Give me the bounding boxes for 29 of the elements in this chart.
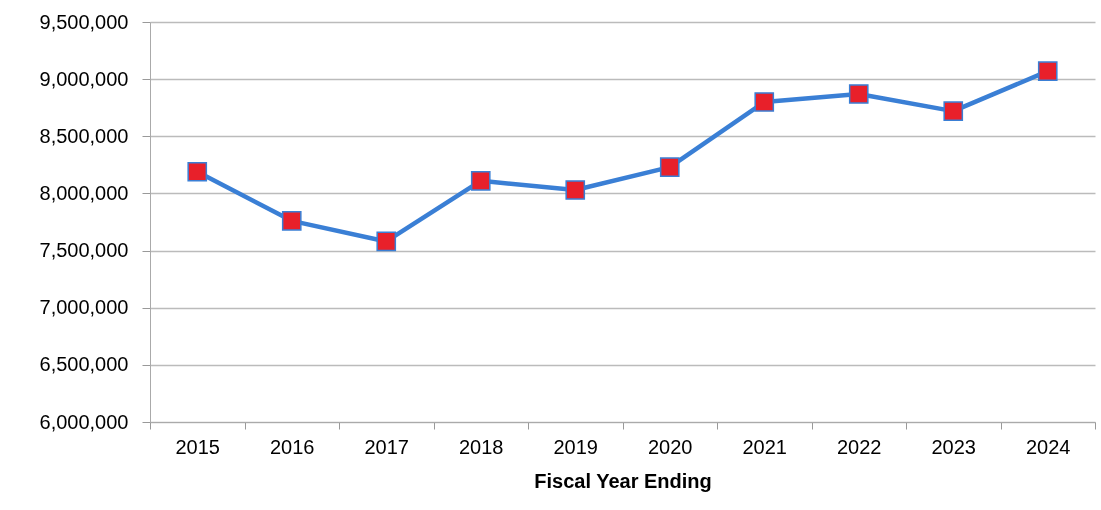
y-tick-label: 6,500,000 (39, 353, 129, 376)
x-tick-label: 2023 (931, 435, 976, 458)
point (943, 101, 964, 121)
point (754, 92, 775, 112)
point (848, 84, 869, 104)
point (376, 231, 397, 252)
x-tick-label: 2021 (742, 435, 787, 458)
x-tick-label: 2017 (364, 435, 409, 458)
y-tick-label: 7,000,000 (39, 296, 129, 319)
x-tick-label: 2024 (1026, 435, 1071, 458)
x-tick-label: 2022 (837, 435, 882, 458)
point (1037, 61, 1058, 81)
point (565, 180, 586, 200)
x-tick-label: 2016 (270, 435, 315, 458)
y-tick-label: 8,500,000 (39, 124, 129, 147)
y-tick-label: 7,500,000 (39, 239, 129, 262)
y-tick-label: 8,000,000 (39, 181, 129, 204)
x-tick-label: 2015 (175, 435, 220, 458)
point (659, 157, 680, 177)
x-tick-label: 2018 (459, 435, 504, 458)
point (187, 161, 208, 182)
y-tick-label: 9,500,000 (39, 10, 129, 33)
point (281, 211, 302, 231)
x-tick-label: 2020 (648, 435, 693, 458)
x-tick-label: 2019 (553, 435, 598, 458)
y-tick-label: 9,000,000 (39, 67, 129, 90)
point (470, 171, 491, 191)
x-axis-title: Fiscal Year Ending (534, 469, 712, 492)
y-tick-label: 6,000,000 (39, 410, 129, 433)
